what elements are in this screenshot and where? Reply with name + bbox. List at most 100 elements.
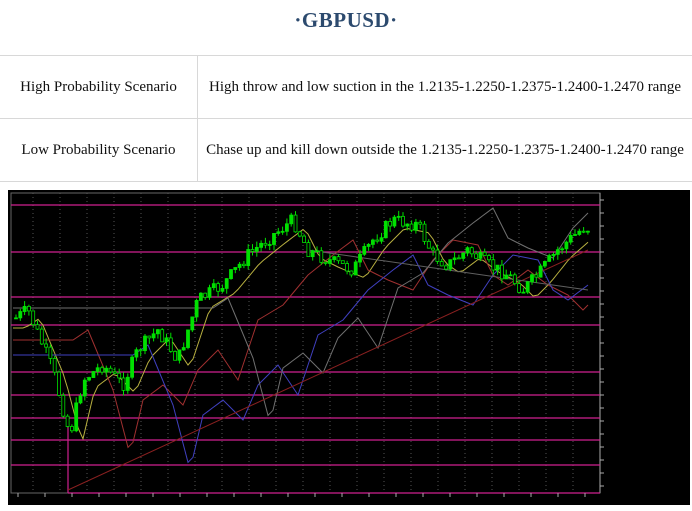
candle-body (396, 215, 401, 218)
candle-body (302, 235, 307, 243)
candle-body (482, 251, 487, 256)
candle-body (216, 283, 221, 292)
candle-body (125, 376, 130, 391)
candle-body (336, 256, 341, 262)
candle-body (315, 250, 319, 253)
candle-body (345, 263, 350, 272)
candle-body (353, 261, 358, 276)
candle-body (194, 300, 199, 318)
candle-body (100, 367, 104, 373)
candle-body (138, 349, 143, 352)
candle-body (340, 260, 345, 264)
candle-body (284, 223, 289, 232)
trend-line (67, 249, 589, 491)
candle-body (426, 241, 431, 249)
candle-body (379, 237, 384, 242)
candle-body (155, 329, 160, 335)
candle-body (521, 291, 526, 294)
candle-body (422, 223, 427, 242)
trend-line (307, 249, 589, 291)
candle-body (327, 259, 332, 264)
candle-body (297, 231, 302, 237)
candle-body (586, 230, 590, 233)
row-text: High throw and low suction in the 1.2135… (197, 55, 692, 119)
chart-background (8, 190, 690, 505)
candle-body (474, 253, 479, 259)
candle-body (577, 230, 582, 235)
candle-body (418, 221, 423, 225)
price-chart-screenshot (8, 190, 690, 505)
candle-body (74, 402, 79, 432)
candle-body (91, 371, 96, 378)
row-label: High Probability Scenario (0, 55, 198, 119)
candle-body (534, 274, 539, 278)
candle-body (229, 269, 233, 279)
candle-body (530, 274, 534, 283)
candle-body (82, 379, 87, 397)
candle-body (487, 255, 491, 261)
candle-body (44, 343, 48, 348)
candle-body (181, 347, 186, 351)
candle-body (259, 242, 264, 248)
candle-body (495, 264, 500, 271)
candle-body (332, 256, 337, 260)
candle-body (405, 223, 410, 227)
candle-body (543, 260, 547, 267)
candle-body (276, 231, 281, 234)
candle-body (31, 310, 36, 326)
candle-body (560, 248, 564, 251)
scenario-table: High Probability Scenario High throw and… (0, 55, 692, 182)
candle-body (568, 235, 573, 243)
candle-body (246, 249, 251, 267)
candle-body (121, 377, 126, 391)
candle-body (186, 329, 190, 348)
candle-body (95, 367, 100, 372)
candle-body (22, 305, 27, 312)
candle-body (435, 249, 440, 262)
candle-body (14, 317, 18, 320)
table-row: Low Probability Scenario Chase up and ki… (0, 118, 692, 182)
candle-body (35, 324, 40, 330)
candle-body (134, 349, 139, 358)
candle-body (87, 377, 91, 381)
candle-body (220, 287, 225, 292)
candle-body (203, 292, 208, 298)
candle-body (323, 261, 328, 264)
candle-body (512, 274, 517, 285)
candle-body (173, 351, 178, 361)
candle-body (409, 223, 414, 231)
candle-body (160, 329, 165, 343)
candle-body (70, 426, 74, 432)
candle-body (349, 270, 354, 276)
candle-body (147, 335, 152, 339)
candle-body (401, 215, 405, 227)
candle-body (439, 261, 444, 267)
candle-body (280, 230, 285, 233)
candle-body (190, 316, 195, 331)
candle-body (499, 264, 504, 280)
candle-body (555, 249, 560, 255)
candle-body (452, 257, 457, 261)
candle-body (491, 259, 496, 271)
candle-body (362, 246, 367, 255)
candle-body (130, 356, 134, 378)
candle-body (272, 233, 276, 245)
candle-body (117, 372, 122, 379)
candle-body (319, 250, 324, 263)
candle-body (366, 244, 371, 247)
candle-body (65, 415, 70, 427)
candle-body (143, 335, 147, 352)
candle-body (211, 283, 216, 289)
candle-body (370, 239, 375, 245)
candle-body (383, 221, 388, 239)
candle-body (233, 267, 238, 270)
candle-body (375, 239, 380, 242)
candle-body (508, 274, 513, 277)
row-label: Low Probability Scenario (0, 118, 198, 182)
candle-body (52, 358, 57, 373)
candle-body (293, 214, 298, 233)
candle-body (207, 287, 212, 298)
candle-body (538, 265, 543, 278)
candle-body (448, 259, 453, 270)
